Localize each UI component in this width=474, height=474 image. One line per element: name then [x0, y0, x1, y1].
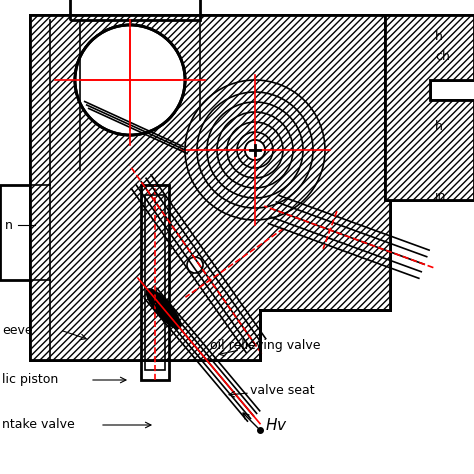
Text: n: n	[5, 219, 13, 231]
Text: in: in	[435, 190, 447, 203]
Circle shape	[187, 257, 203, 273]
Ellipse shape	[146, 289, 181, 328]
Text: ch: ch	[435, 50, 450, 63]
Text: oil relieving valve: oil relieving valve	[210, 338, 320, 352]
Text: h: h	[435, 30, 443, 43]
Text: valve seat: valve seat	[250, 383, 315, 396]
Polygon shape	[385, 15, 474, 200]
Text: ntake valve: ntake valve	[2, 419, 75, 431]
Polygon shape	[30, 15, 390, 360]
Polygon shape	[30, 15, 390, 360]
Bar	[145, 195, 165, 370]
Bar	[141, 185, 169, 380]
Text: lic piston: lic piston	[2, 374, 58, 386]
Text: $Hv$: $Hv$	[265, 417, 288, 433]
Text: h: h	[435, 120, 443, 133]
Bar	[70, 0, 200, 20]
Circle shape	[245, 140, 265, 160]
Circle shape	[75, 25, 185, 135]
Text: eeve: eeve	[2, 323, 33, 337]
